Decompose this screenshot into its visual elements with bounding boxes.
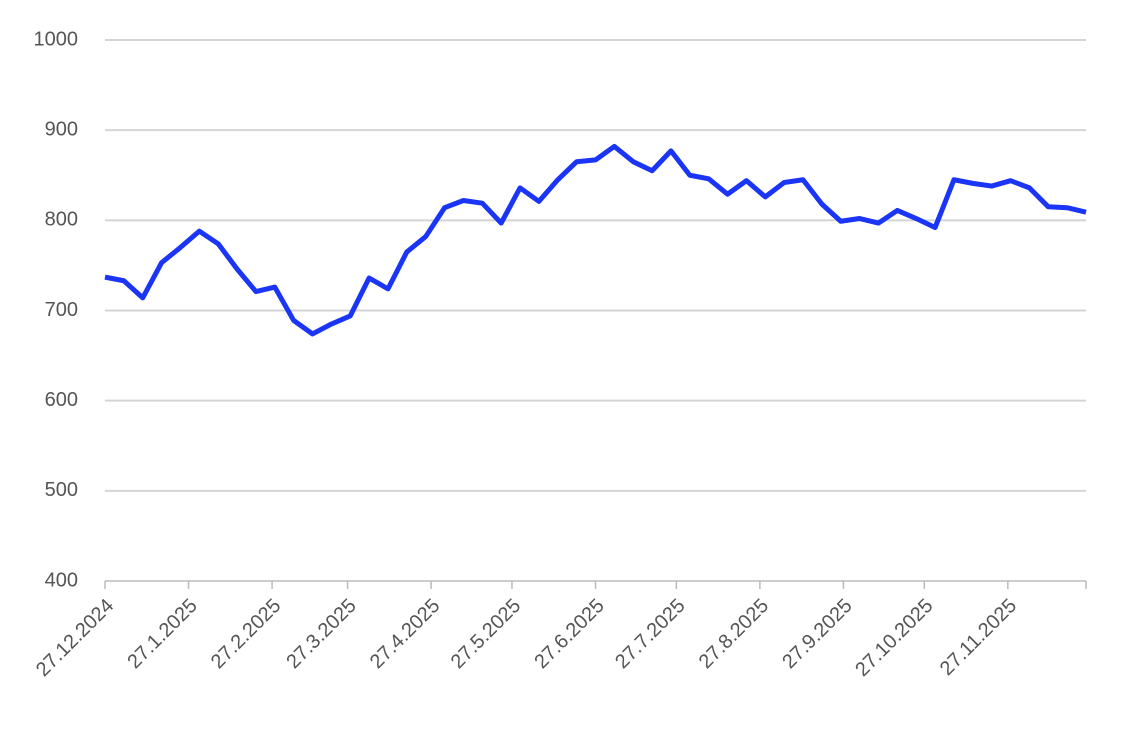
x-tick-label: 27.8.2025 xyxy=(695,595,773,673)
x-tick-label: 27.11.2025 xyxy=(936,595,1021,680)
y-tick-label: 500 xyxy=(45,479,78,501)
x-tick-label: 27.4.2025 xyxy=(366,595,444,673)
y-tick-label: 700 xyxy=(45,299,78,321)
x-tick-label: 27.3.2025 xyxy=(282,595,360,673)
line-series xyxy=(104,143,1087,337)
x-tick-label: 27.12.2024 xyxy=(32,595,118,681)
y-tick-label: 800 xyxy=(45,209,78,231)
x-tick-label: 27.1.2025 xyxy=(123,595,201,673)
x-tick-label: 27.2.2025 xyxy=(207,595,285,673)
x-tick-label: 27.7.2025 xyxy=(611,595,689,673)
x-tick-label: 27.6.2025 xyxy=(530,595,608,673)
y-tick-label: 400 xyxy=(45,569,78,591)
y-tick-label: 900 xyxy=(45,118,78,140)
x-tick-label: 27.10.2025 xyxy=(851,595,937,681)
x-tick-label: 27.5.2025 xyxy=(447,595,525,673)
y-tick-label: 600 xyxy=(45,389,78,411)
y-tick-label: 1000 xyxy=(34,28,79,50)
x-tick-label: 27.9.2025 xyxy=(778,595,856,673)
